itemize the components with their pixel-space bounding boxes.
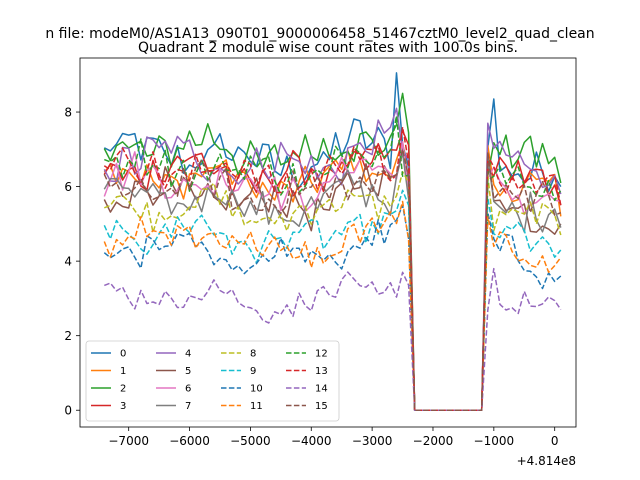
legend-label-5: 5 <box>185 366 191 377</box>
legend-label-7: 7 <box>185 401 191 412</box>
y-tick-label: 2 <box>64 329 72 343</box>
legend-label-10: 10 <box>250 384 263 395</box>
legend-label-13: 13 <box>315 366 328 377</box>
legend-label-15: 15 <box>315 401 328 412</box>
x-tick-label: −3000 <box>352 434 393 448</box>
series-layer <box>103 72 562 411</box>
x-tick-label: −7000 <box>108 434 149 448</box>
legend-label-12: 12 <box>315 349 328 360</box>
x-tick-label: −4000 <box>291 434 332 448</box>
x-tick-label: −6000 <box>169 434 210 448</box>
y-axis: 0 2 4 6 8 <box>64 106 80 418</box>
legend-label-1: 1 <box>120 366 126 377</box>
legend-label-9: 9 <box>250 366 256 377</box>
x-axis-offset-label: +4.814e8 <box>517 454 576 468</box>
legend-label-14: 14 <box>315 384 328 395</box>
legend-frame <box>85 340 340 422</box>
y-tick-label: 0 <box>64 404 72 418</box>
x-axis: −7000 −6000 −5000 −4000 −3000 −2000 −1000 0 <box>108 427 559 448</box>
series-line-14 <box>104 267 562 411</box>
x-tick-label: 0 <box>551 434 559 448</box>
legend-label-4: 4 <box>185 349 191 360</box>
y-tick-label: 6 <box>64 180 72 194</box>
y-tick-label: 8 <box>64 106 72 120</box>
series-line-15 <box>103 148 562 411</box>
legend-label-11: 11 <box>250 401 263 412</box>
legend-label-3: 3 <box>120 401 126 412</box>
x-tick-label: −1000 <box>474 434 515 448</box>
chart-title: Quadrant 2 module wise count rates with … <box>138 40 518 56</box>
legend-label-6: 6 <box>185 384 191 395</box>
legend-label-0: 0 <box>120 349 126 360</box>
figure-suptitle: n file: modeM0/AS1A13_090T01_9000006458_… <box>45 26 594 42</box>
plot-frame <box>79 57 577 428</box>
legend-label-8: 8 <box>250 349 256 360</box>
x-tick-label: −5000 <box>230 434 271 448</box>
x-tick-label: −2000 <box>413 434 454 448</box>
y-tick-label: 4 <box>64 255 72 269</box>
legend-label-2: 2 <box>120 384 126 395</box>
